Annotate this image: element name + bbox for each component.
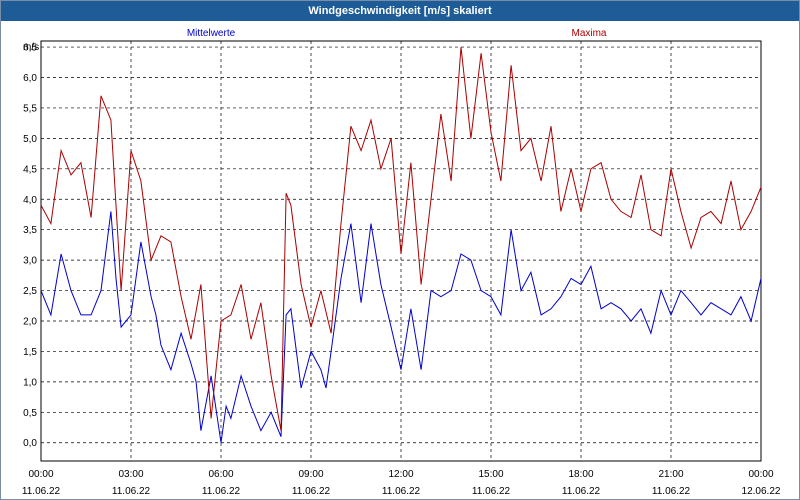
x-tick-time: 03:00 (118, 469, 143, 480)
x-tick-date: 11.06.22 (652, 486, 691, 497)
x-tick-time: 21:00 (658, 469, 683, 480)
y-tick-label: 0,5 (23, 408, 37, 419)
x-tick-date: 11.06.22 (382, 486, 421, 497)
y-tick-label: 6,0 (23, 73, 37, 84)
x-tick-date: 11.06.22 (562, 486, 601, 497)
x-tick-time: 18:00 (568, 469, 593, 480)
y-tick-label: 5,0 (23, 134, 37, 145)
series-line-mittelwerte (40, 211, 762, 443)
x-tick-date: 12.06.22 (742, 486, 781, 497)
series-lines (40, 47, 762, 443)
plot-area (40, 40, 762, 462)
y-tick-label: 3,0 (23, 256, 37, 267)
x-axis-ticks: 00:00 11.06.22 03:00 11.06.22 06:00 11.06.22 0… (22, 469, 781, 497)
x-tick-date: 11.06.22 (292, 486, 331, 497)
x-tick-time: 00:00 (28, 469, 53, 480)
x-tick-date: 11.06.22 (472, 486, 511, 497)
gridlines (40, 41, 762, 461)
x-tick-time: 06:00 (208, 469, 233, 480)
x-tick-time: 15:00 (478, 469, 503, 480)
x-tick-date: 11.06.22 (202, 486, 241, 497)
x-tick-time: 09:00 (298, 469, 323, 480)
y-tick-label: 2,5 (23, 286, 37, 297)
chart-svg: m/s Mittelwerte Maxima 0,0 0,5 1,0 1,5 2,0 2,… (22, 28, 781, 497)
y-axis-ticks: 0,0 0,5 1,0 1,5 2,0 2,5 3,0 3,5 4,0 4,5 5,0 5,5 6,0 6… (23, 43, 37, 450)
y-tick-label: 0,0 (23, 438, 37, 449)
chart-title: Windgeschwindigkeit [m/s] skaliert (1, 1, 799, 21)
y-tick-label: 4,0 (23, 195, 37, 206)
y-tick-label: 3,5 (23, 225, 37, 236)
y-axis-unit-label: m/s (23, 42, 39, 53)
x-tick-time: 00:00 (748, 469, 773, 480)
y-tick-label: 6,5 (23, 43, 37, 54)
legend-maxima: Maxima (571, 28, 606, 39)
y-tick-label: 1,5 (23, 347, 37, 358)
series-line-maxima (40, 47, 762, 431)
x-tick-time: 12:00 (388, 469, 413, 480)
y-tick-label: 5,5 (23, 103, 37, 114)
y-tick-label: 1,0 (23, 377, 37, 388)
y-tick-label: 4,5 (23, 164, 37, 175)
x-tick-date: 11.06.22 (22, 486, 61, 497)
legend-mittelwerte: Mittelwerte (187, 28, 236, 39)
y-tick-label: 2,0 (23, 317, 37, 328)
x-tick-date: 11.06.22 (112, 486, 151, 497)
